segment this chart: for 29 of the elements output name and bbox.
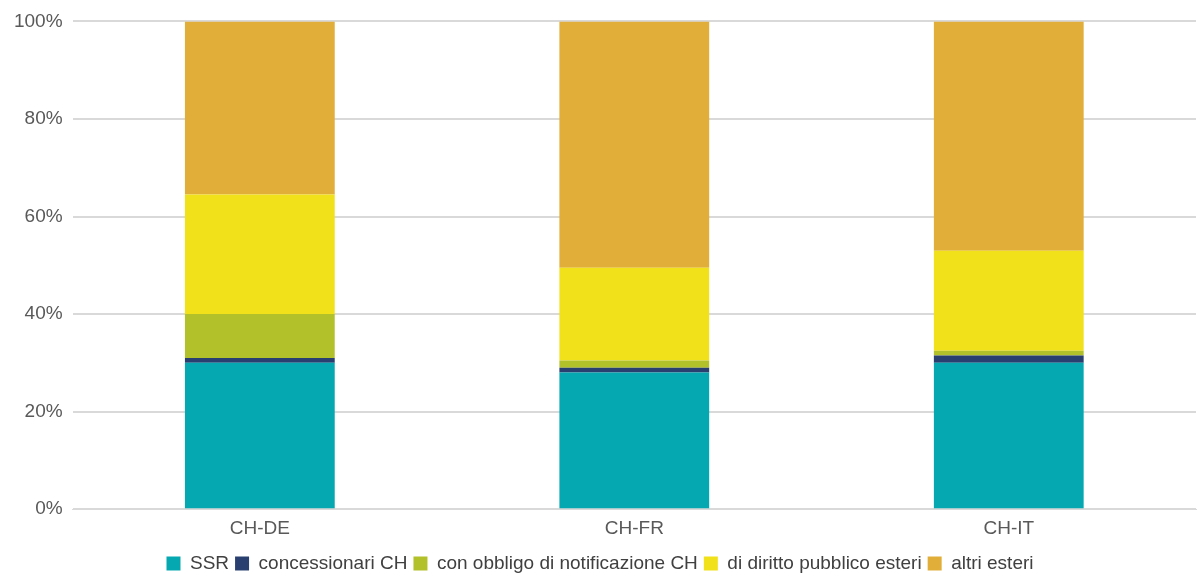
bar — [933, 355, 1084, 363]
y-tick-label: 60% — [24, 204, 63, 226]
legend-label: altri esteri — [951, 551, 1034, 573]
bar — [184, 357, 335, 363]
bar — [184, 21, 335, 195]
bar — [933, 362, 1084, 509]
y-tick-label: 0% — [35, 497, 63, 519]
legend-label: concessionari CH — [258, 551, 408, 573]
x-tick-label: CH-FR — [604, 516, 664, 538]
x-tick-label: CH-DE — [229, 516, 290, 538]
legend-label: di diritto pubblico esteri — [727, 551, 922, 573]
bar — [933, 350, 1084, 356]
y-tick-label: 100% — [13, 9, 63, 31]
y-tick-label: 40% — [24, 302, 63, 324]
bar — [184, 314, 335, 358]
legend-label: con obbligo di notificazione CH — [436, 551, 698, 573]
bar — [933, 21, 1084, 251]
bar — [559, 21, 710, 268]
y-tick-label: 80% — [24, 107, 63, 129]
bar — [184, 362, 335, 509]
bar — [559, 360, 710, 368]
bar — [559, 372, 710, 509]
bar — [184, 194, 335, 315]
bar — [559, 367, 710, 373]
y-tick-label: 20% — [24, 399, 63, 421]
bar — [559, 267, 710, 361]
bar — [933, 250, 1084, 351]
legend-label: SSR — [189, 551, 230, 573]
x-tick-label: CH-IT — [983, 516, 1035, 538]
